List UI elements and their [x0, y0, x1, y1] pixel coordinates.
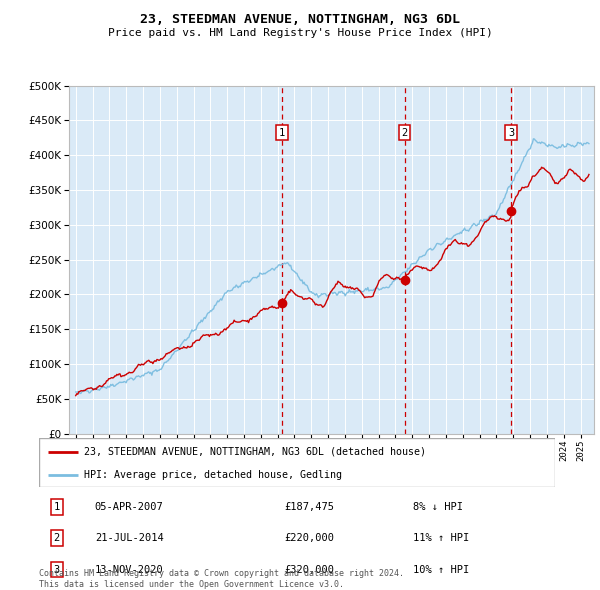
Text: 1: 1	[54, 502, 60, 512]
Text: 3: 3	[54, 565, 60, 575]
Text: Price paid vs. HM Land Registry's House Price Index (HPI): Price paid vs. HM Land Registry's House …	[107, 28, 493, 38]
Text: 2: 2	[401, 127, 408, 137]
Text: 2: 2	[54, 533, 60, 543]
Text: 8% ↓ HPI: 8% ↓ HPI	[413, 502, 463, 512]
Text: 23, STEEDMAN AVENUE, NOTTINGHAM, NG3 6DL (detached house): 23, STEEDMAN AVENUE, NOTTINGHAM, NG3 6DL…	[85, 447, 427, 457]
Text: 3: 3	[508, 127, 514, 137]
Text: 21-JUL-2014: 21-JUL-2014	[95, 533, 164, 543]
Text: 23, STEEDMAN AVENUE, NOTTINGHAM, NG3 6DL: 23, STEEDMAN AVENUE, NOTTINGHAM, NG3 6DL	[140, 13, 460, 26]
Text: £320,000: £320,000	[284, 565, 335, 575]
Text: £187,475: £187,475	[284, 502, 335, 512]
Text: Contains HM Land Registry data © Crown copyright and database right 2024.
This d: Contains HM Land Registry data © Crown c…	[39, 569, 404, 589]
FancyBboxPatch shape	[39, 438, 555, 487]
Text: HPI: Average price, detached house, Gedling: HPI: Average price, detached house, Gedl…	[85, 470, 343, 480]
Text: 1: 1	[279, 127, 286, 137]
Text: 05-APR-2007: 05-APR-2007	[95, 502, 164, 512]
Text: £220,000: £220,000	[284, 533, 335, 543]
Text: 13-NOV-2020: 13-NOV-2020	[95, 565, 164, 575]
Text: 11% ↑ HPI: 11% ↑ HPI	[413, 533, 469, 543]
Text: 10% ↑ HPI: 10% ↑ HPI	[413, 565, 469, 575]
